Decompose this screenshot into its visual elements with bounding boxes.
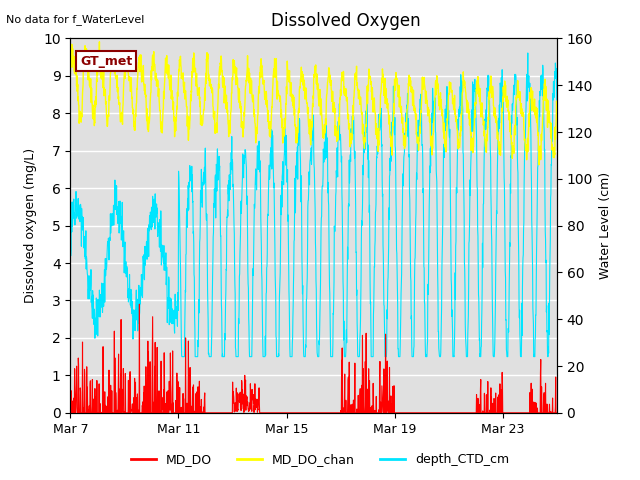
Y-axis label: Water Level (cm): Water Level (cm) xyxy=(598,172,612,279)
Y-axis label: Dissolved oxygen (mg/L): Dissolved oxygen (mg/L) xyxy=(24,148,38,303)
Text: No data for f_WaterLevel: No data for f_WaterLevel xyxy=(6,14,145,25)
Legend: MD_DO, MD_DO_chan, depth_CTD_cm: MD_DO, MD_DO_chan, depth_CTD_cm xyxy=(126,448,514,471)
Text: Dissolved Oxygen: Dissolved Oxygen xyxy=(271,12,420,30)
Text: GT_met: GT_met xyxy=(80,55,132,68)
